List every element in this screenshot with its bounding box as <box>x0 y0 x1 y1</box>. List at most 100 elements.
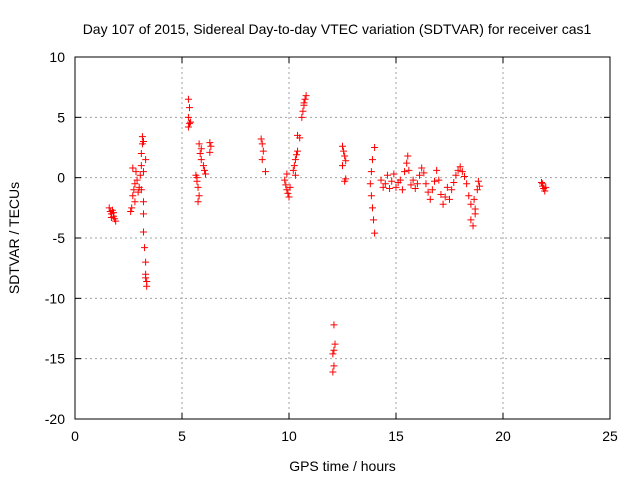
data-point <box>139 210 147 218</box>
data-point <box>403 159 411 167</box>
data-point <box>127 207 135 215</box>
data-point <box>424 188 432 196</box>
data-point <box>388 177 396 185</box>
data-point <box>413 180 421 188</box>
data-point <box>139 198 147 206</box>
x-axis-title: GPS time / hours <box>289 458 396 474</box>
data-point <box>538 178 546 186</box>
data-point <box>435 176 443 184</box>
data-point <box>467 200 475 208</box>
data-point <box>139 168 147 176</box>
data-point <box>437 191 445 199</box>
data-point <box>199 162 207 170</box>
data-point <box>289 166 297 174</box>
data-point <box>431 177 439 185</box>
data-point <box>302 92 310 100</box>
data-point <box>281 176 289 184</box>
data-point <box>195 192 203 200</box>
x-tick-label: 20 <box>495 428 511 444</box>
data-point <box>381 180 389 188</box>
data-point <box>142 258 150 266</box>
data-point <box>392 183 400 191</box>
data-point <box>128 204 136 212</box>
data-point <box>259 147 267 155</box>
data-point <box>301 95 309 103</box>
data-point <box>300 99 308 107</box>
data-point <box>390 170 398 178</box>
data-point <box>441 193 449 201</box>
data-point <box>207 142 215 150</box>
data-point <box>473 186 481 194</box>
data-point <box>370 216 378 224</box>
data-point <box>137 150 145 158</box>
data-point <box>139 228 147 236</box>
data-point <box>418 164 426 172</box>
data-point <box>368 156 376 164</box>
data-point <box>139 137 147 145</box>
data-point <box>194 198 202 206</box>
y-tick-label: 5 <box>57 109 65 125</box>
data-point <box>339 162 346 170</box>
data-point <box>404 152 412 160</box>
data-point <box>261 168 269 176</box>
data-point <box>206 139 214 147</box>
y-tick-label: -20 <box>45 411 65 427</box>
data-point <box>342 157 350 165</box>
data-point <box>448 186 456 194</box>
data-point <box>185 119 193 127</box>
x-tick-label: 10 <box>281 428 297 444</box>
data-point <box>330 362 338 370</box>
data-point <box>341 152 349 160</box>
data-point <box>184 95 192 103</box>
data-point <box>130 186 138 194</box>
x-tick-label: 5 <box>178 428 186 444</box>
data-point <box>426 195 434 203</box>
data-point <box>200 166 208 174</box>
data-point <box>142 156 150 164</box>
data-point <box>542 183 550 191</box>
data-point <box>405 166 413 174</box>
data-point <box>137 162 145 170</box>
data-point <box>407 181 415 189</box>
data-point <box>184 123 192 131</box>
data-point <box>463 180 471 188</box>
data-point <box>339 142 346 150</box>
data-point <box>367 168 375 176</box>
data-point <box>331 340 339 348</box>
data-point <box>460 172 468 180</box>
x-tick-label: 25 <box>602 428 618 444</box>
data-point <box>401 168 409 176</box>
data-point <box>296 134 304 142</box>
data-points <box>105 92 550 376</box>
data-point <box>471 205 479 213</box>
data-point <box>474 177 482 185</box>
x-tick-label: 15 <box>388 428 404 444</box>
data-point <box>290 162 298 170</box>
data-point <box>136 171 144 179</box>
data-point <box>107 213 115 221</box>
data-point <box>450 178 458 186</box>
data-point <box>416 171 424 179</box>
data-point <box>330 346 338 354</box>
data-point <box>196 150 204 158</box>
data-point <box>409 176 417 184</box>
data-point <box>366 180 374 188</box>
data-point <box>443 183 451 191</box>
data-point <box>433 166 441 174</box>
data-point <box>257 135 265 143</box>
data-point <box>284 189 292 197</box>
data-point <box>452 171 460 179</box>
data-point <box>195 140 203 148</box>
data-point <box>411 185 419 193</box>
data-point <box>283 170 291 178</box>
y-tick-label: 10 <box>49 49 65 65</box>
data-point <box>138 133 146 141</box>
data-point <box>143 282 151 290</box>
data-point <box>371 144 379 151</box>
data-point <box>454 166 462 174</box>
data-point <box>187 118 195 126</box>
data-point <box>470 195 478 203</box>
data-point <box>142 274 150 282</box>
y-tick-label: -5 <box>53 230 66 246</box>
